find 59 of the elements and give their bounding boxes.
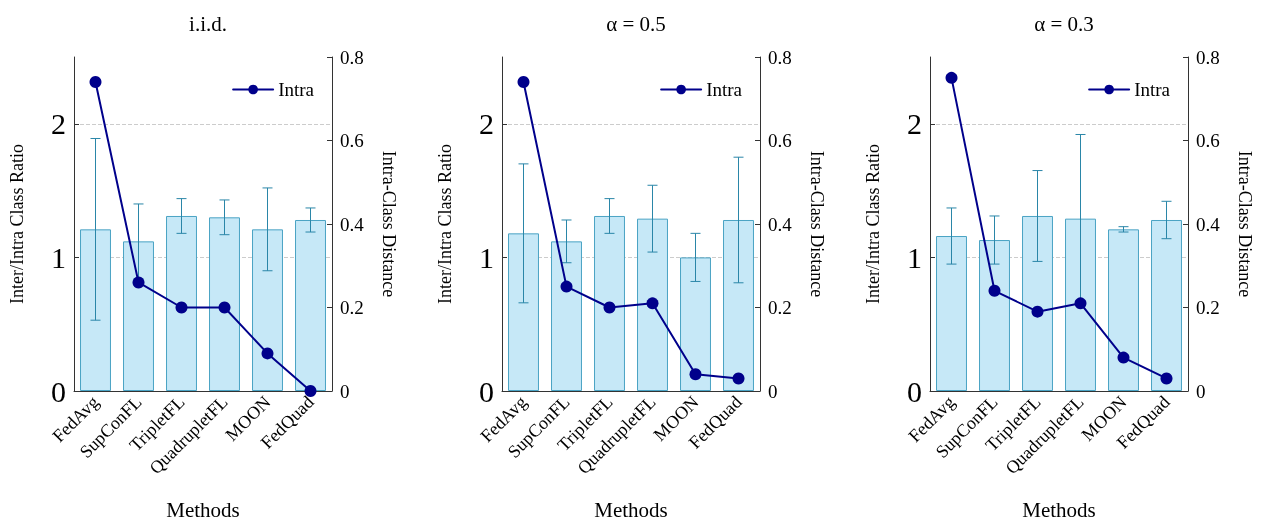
y2-tick-label: 0.4	[340, 213, 365, 235]
y-axis-title: Inter/Intra Class Ratio	[7, 144, 27, 304]
y-axis-title: Inter/Intra Class Ratio	[435, 144, 455, 304]
x-axis-title: Methods	[166, 497, 240, 522]
point	[560, 280, 573, 293]
legend-label: Intra	[706, 79, 743, 100]
y-tick-label: 1	[907, 240, 922, 274]
x-axis-title: Methods	[1022, 497, 1096, 522]
x-axis-title: Methods	[594, 497, 668, 522]
point	[603, 301, 616, 314]
point	[218, 301, 231, 314]
y2-tick-label: 0.8	[340, 46, 364, 68]
bar	[723, 219, 754, 391]
point	[132, 276, 145, 289]
point	[1031, 305, 1044, 318]
y2-tick-label: 0.2	[1196, 297, 1220, 318]
y2-tick-label: 0	[340, 380, 350, 402]
legend-label: Intra	[278, 79, 315, 100]
y2-tick-label: 0.4	[1196, 213, 1221, 235]
chart-title: α = 0.3	[1034, 11, 1094, 36]
y2-tick-label: 0.4	[768, 213, 793, 235]
y2-tick-label: 0.6	[340, 130, 364, 151]
bar	[594, 215, 625, 391]
point	[732, 372, 745, 385]
point	[261, 347, 274, 360]
point	[89, 76, 102, 89]
y2-axis-title: Intra-Class Distance	[807, 150, 827, 298]
y2-axis-title: Intra-Class Distance	[379, 150, 399, 298]
y-tick-label: 1	[479, 240, 494, 274]
bar	[680, 257, 711, 391]
y-tick-label: 2	[907, 107, 922, 141]
point	[1160, 372, 1173, 385]
y2-tick-label: 0.8	[1196, 46, 1220, 68]
point	[945, 71, 958, 84]
y2-axis-title: Intra-Class Distance	[1235, 150, 1255, 298]
y2-tick-label: 0.2	[340, 297, 364, 318]
point	[175, 301, 188, 314]
chart-title: α = 0.5	[606, 11, 666, 36]
y-tick-label: 2	[479, 107, 494, 141]
y2-tick-label: 0.6	[768, 130, 792, 151]
y2-tick-label: 0.6	[1196, 130, 1220, 151]
y2-tick-label: 0.8	[768, 46, 792, 68]
bar	[508, 233, 539, 391]
y-tick-label: 1	[51, 240, 66, 274]
bar	[637, 218, 668, 391]
y-tick-label: 2	[51, 107, 66, 141]
y2-tick-label: 0	[768, 380, 778, 402]
legend-label: Intra	[1134, 79, 1171, 100]
point	[1117, 351, 1130, 364]
bar	[551, 241, 582, 391]
point	[988, 284, 1001, 297]
y2-tick-label: 0.2	[768, 297, 792, 318]
point	[689, 368, 702, 381]
y2-tick-label: 0	[1196, 380, 1206, 402]
y-axis-title: Inter/Intra Class Ratio	[863, 144, 883, 304]
chart-title: i.i.d.	[189, 11, 227, 36]
point	[646, 297, 659, 310]
point	[1074, 297, 1087, 310]
point	[517, 76, 530, 89]
